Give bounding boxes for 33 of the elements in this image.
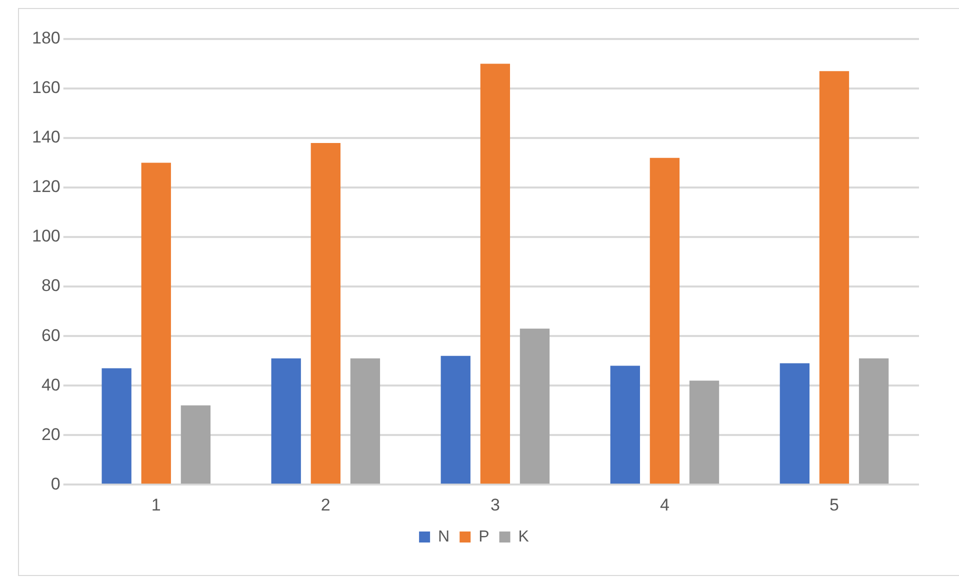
legend-label: P xyxy=(478,528,490,546)
x-tick-label: 5 xyxy=(830,495,839,514)
bar xyxy=(141,162,171,484)
y-tick-label: 80 xyxy=(41,276,60,296)
bar xyxy=(440,356,470,484)
bar xyxy=(780,363,810,484)
x-tick-label: 2 xyxy=(320,495,330,514)
bar xyxy=(102,368,132,484)
bar xyxy=(480,64,510,484)
y-tick-label: 20 xyxy=(41,424,60,444)
bar xyxy=(271,358,301,484)
bar xyxy=(610,366,640,484)
legend-label: N xyxy=(438,528,450,546)
bar xyxy=(180,405,211,484)
y-tick-label: 100 xyxy=(32,226,60,246)
bar xyxy=(689,380,720,484)
x-tick-label: 4 xyxy=(660,495,670,514)
bar xyxy=(650,158,680,484)
y-tick-label: 120 xyxy=(32,177,60,196)
y-tick-label: 160 xyxy=(32,78,60,98)
y-tick-label: 140 xyxy=(32,128,60,147)
bar xyxy=(520,328,550,484)
y-tick-label: 40 xyxy=(41,375,60,394)
bar xyxy=(858,358,889,484)
y-tick-label: 180 xyxy=(32,28,60,48)
y-tick-label: 60 xyxy=(41,326,60,345)
x-tick-label: 3 xyxy=(490,495,500,514)
bar xyxy=(350,358,380,484)
bar xyxy=(310,142,340,484)
y-tick-label: 0 xyxy=(50,474,60,494)
legend-label: K xyxy=(518,528,530,546)
x-tick-label: 1 xyxy=(151,495,161,514)
bar xyxy=(819,71,850,484)
